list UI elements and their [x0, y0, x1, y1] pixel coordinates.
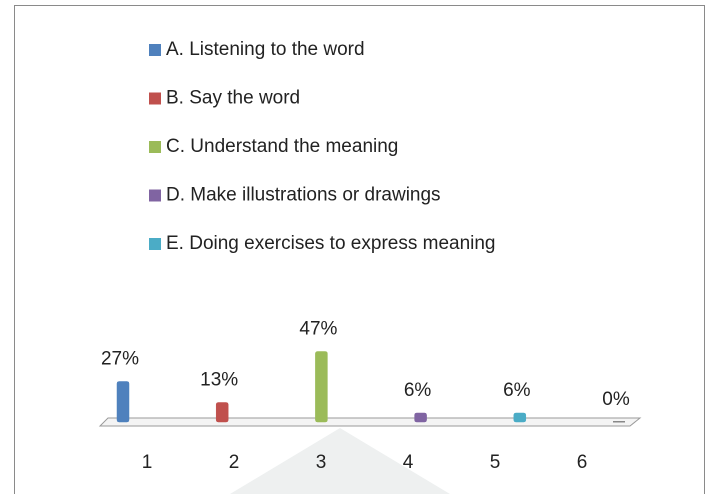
- chart-frame: [14, 5, 705, 494]
- data-label: 13%: [200, 370, 238, 391]
- watermark: [230, 428, 450, 494]
- data-label: 27%: [101, 349, 139, 370]
- legend-swatch: [149, 238, 161, 250]
- x-tick-label: 6: [577, 452, 588, 473]
- legend-label: B. Say the word: [166, 88, 300, 109]
- bar: [116, 381, 130, 423]
- data-label: 6%: [404, 380, 432, 401]
- legend-label: E. Doing exercises to express meaning: [166, 233, 496, 254]
- data-label: 0%: [602, 389, 630, 410]
- data-label: 6%: [503, 380, 531, 401]
- bar: [513, 412, 527, 423]
- bar: [315, 351, 328, 423]
- x-tick-label: 2: [229, 452, 240, 473]
- bar: [414, 412, 427, 423]
- legend-swatch: [149, 141, 161, 153]
- x-tick-label: 3: [316, 452, 327, 473]
- legend-label: D. Make illustrations or drawings: [166, 185, 441, 206]
- legend-swatch: [149, 92, 161, 105]
- bar: [215, 402, 229, 423]
- bar: [613, 421, 625, 423]
- legend-label: A. Listening to the word: [166, 39, 365, 60]
- legend-label: C. Understand the meaning: [166, 136, 398, 157]
- x-tick-label: 1: [142, 452, 153, 473]
- floor: [98, 417, 642, 427]
- legend-swatch: [149, 44, 161, 56]
- data-label: 47%: [299, 319, 337, 340]
- x-tick-label: 5: [490, 452, 501, 473]
- legend-swatch: [149, 189, 161, 202]
- x-tick-label: 4: [403, 452, 414, 473]
